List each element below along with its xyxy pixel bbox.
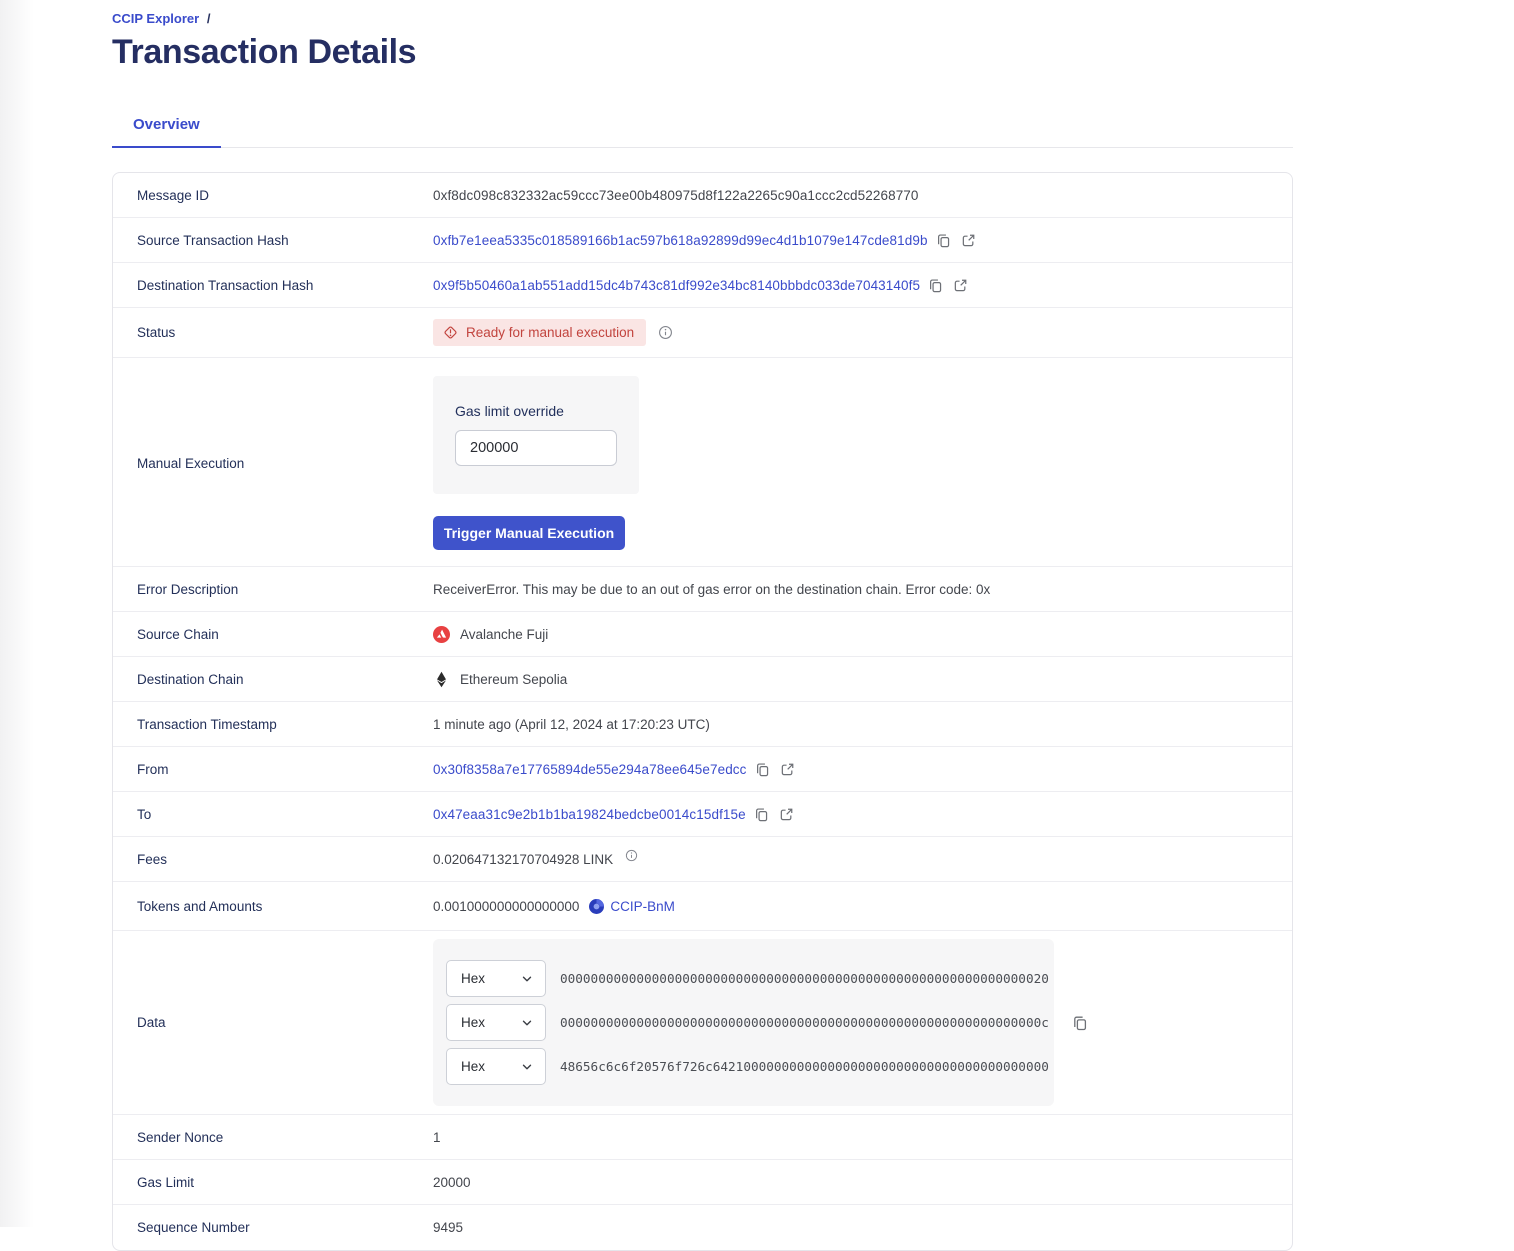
gas-limit-override-label: Gas limit override bbox=[455, 403, 564, 419]
row-sequence-number: Sequence Number 9495 bbox=[113, 1205, 1292, 1250]
token-amount: 0.001000000000000000 bbox=[433, 898, 580, 914]
row-message-id: Message ID 0xf8dc098c832332ac59ccc73ee00… bbox=[113, 173, 1292, 218]
copy-icon[interactable] bbox=[755, 762, 770, 777]
breadcrumb-separator: / bbox=[206, 11, 211, 26]
data-hex-value: 0000000000000000000000000000000000000000… bbox=[560, 1015, 1049, 1030]
chevron-down-icon bbox=[521, 973, 533, 985]
error-description-value: ReceiverError. This may be due to an out… bbox=[433, 581, 991, 597]
tab-bar: Overview bbox=[112, 105, 1293, 148]
external-link-icon[interactable] bbox=[953, 278, 968, 293]
ethereum-icon bbox=[433, 671, 450, 688]
gas-limit-override-panel: Gas limit override bbox=[433, 376, 639, 494]
data-line: Hex 48656c6c6f20576f726c6421000000000000… bbox=[446, 1048, 1049, 1085]
row-gas-limit: Gas Limit 20000 bbox=[113, 1160, 1292, 1205]
row-tokens-and-amounts: Tokens and Amounts 0.001000000000000000 … bbox=[113, 882, 1292, 931]
manual-execution-label: Manual Execution bbox=[137, 455, 245, 471]
sender-nonce-label: Sender Nonce bbox=[137, 1129, 224, 1145]
chevron-down-icon bbox=[521, 1017, 533, 1029]
breadcrumb: CCIP Explorer / bbox=[112, 0, 1293, 26]
transaction-details-card: Message ID 0xf8dc098c832332ac59ccc73ee00… bbox=[112, 172, 1293, 1251]
row-source-chain: Source Chain Avalanche Fuji bbox=[113, 612, 1292, 657]
tab-overview[interactable]: Overview bbox=[112, 105, 221, 148]
message-id-value: 0xf8dc098c832332ac59ccc73ee00b480975d8f1… bbox=[433, 187, 919, 203]
page-title: Transaction Details bbox=[112, 33, 417, 71]
destination-chain-value: Ethereum Sepolia bbox=[460, 671, 568, 687]
breadcrumb-ccip-explorer-link[interactable]: CCIP Explorer bbox=[112, 11, 200, 26]
source-chain-value: Avalanche Fuji bbox=[460, 626, 549, 642]
data-line: Hex 000000000000000000000000000000000000… bbox=[446, 960, 1049, 997]
row-status: Status Ready for manual execution bbox=[113, 308, 1292, 358]
error-description-label: Error Description bbox=[137, 581, 239, 597]
status-label: Status bbox=[137, 325, 176, 340]
status-badge-text: Ready for manual execution bbox=[466, 325, 635, 340]
data-hex-value: 0000000000000000000000000000000000000000… bbox=[560, 971, 1049, 986]
ccip-bnm-token-icon bbox=[589, 898, 605, 914]
row-destination-chain: Destination Chain Ethereum Sepolia bbox=[113, 657, 1292, 702]
tokens-and-amounts-label: Tokens and Amounts bbox=[137, 898, 263, 914]
info-icon[interactable] bbox=[658, 325, 673, 340]
fees-label: Fees bbox=[137, 851, 168, 867]
gas-limit-label: Gas Limit bbox=[137, 1174, 195, 1190]
source-tx-hash-link[interactable]: 0xfb7e1eea5335c018589166b1ac597b618a9289… bbox=[433, 232, 928, 248]
from-label: From bbox=[137, 761, 169, 777]
gas-limit-override-input[interactable] bbox=[455, 430, 617, 466]
external-link-icon[interactable] bbox=[780, 762, 795, 777]
sequence-number-label: Sequence Number bbox=[137, 1220, 250, 1235]
destination-chain-label: Destination Chain bbox=[137, 671, 244, 687]
copy-icon[interactable] bbox=[754, 807, 769, 822]
sender-nonce-value: 1 bbox=[433, 1129, 441, 1145]
sequence-number-value: 9495 bbox=[433, 1220, 464, 1235]
from-address-link[interactable]: 0x30f8358a7e17765894de55e294a78ee645e7ed… bbox=[433, 761, 747, 777]
dest-tx-hash-link[interactable]: 0x9f5b50460a1ab551add15dc4b743c81df992e3… bbox=[433, 277, 921, 293]
row-transaction-timestamp: Transaction Timestamp 1 minute ago (Apri… bbox=[113, 702, 1292, 747]
chevron-down-icon bbox=[521, 1061, 533, 1073]
transaction-timestamp-value: 1 minute ago (April 12, 2024 at 17:20:23… bbox=[433, 716, 710, 732]
main-content: CCIP Explorer / Transaction Details Over… bbox=[112, 0, 1293, 1251]
row-from: From 0x30f8358a7e17765894de55e294a78ee64… bbox=[113, 747, 1292, 792]
trigger-manual-execution-button[interactable]: Trigger Manual Execution bbox=[433, 516, 625, 550]
data-hex-panel: Hex 000000000000000000000000000000000000… bbox=[433, 939, 1054, 1106]
external-link-icon[interactable] bbox=[961, 233, 976, 248]
message-id-label: Message ID bbox=[137, 187, 210, 203]
ccip-bnm-token-link[interactable]: CCIP-BnM bbox=[610, 898, 675, 914]
to-label: To bbox=[137, 806, 152, 822]
row-fees: Fees 0.020647132170704928 LINK bbox=[113, 837, 1292, 882]
row-source-tx-hash: Source Transaction Hash 0xfb7e1eea5335c0… bbox=[113, 218, 1292, 263]
avalanche-icon bbox=[433, 625, 450, 643]
alert-diamond-icon bbox=[443, 325, 458, 340]
info-icon[interactable] bbox=[625, 849, 638, 862]
copy-icon[interactable] bbox=[928, 278, 943, 293]
row-data: Data Hex 0000000000000000000000000000000… bbox=[113, 931, 1292, 1115]
hex-format-select-value: Hex bbox=[461, 971, 486, 986]
hex-format-select-value: Hex bbox=[461, 1015, 486, 1030]
data-hex-value: 48656c6c6f20576f726c64210000000000000000… bbox=[560, 1059, 1049, 1074]
row-manual-execution: Manual Execution Gas limit override Trig… bbox=[113, 358, 1292, 567]
source-tx-hash-label: Source Transaction Hash bbox=[137, 232, 289, 248]
row-error-description: Error Description ReceiverError. This ma… bbox=[113, 567, 1292, 612]
source-chain-label: Source Chain bbox=[137, 626, 219, 642]
hex-format-select[interactable]: Hex bbox=[446, 1048, 546, 1085]
copy-icon[interactable] bbox=[1072, 1015, 1088, 1031]
dest-tx-hash-label: Destination Transaction Hash bbox=[137, 277, 314, 293]
fees-value: 0.020647132170704928 LINK bbox=[433, 851, 614, 867]
row-sender-nonce: Sender Nonce 1 bbox=[113, 1115, 1292, 1160]
copy-icon[interactable] bbox=[936, 233, 951, 248]
page-left-shade bbox=[0, 0, 34, 1227]
gas-limit-value: 20000 bbox=[433, 1174, 471, 1190]
hex-format-select[interactable]: Hex bbox=[446, 1004, 546, 1041]
status-badge: Ready for manual execution bbox=[433, 319, 647, 346]
hex-format-select[interactable]: Hex bbox=[446, 960, 546, 997]
hex-format-select-value: Hex bbox=[461, 1059, 486, 1074]
transaction-timestamp-label: Transaction Timestamp bbox=[137, 716, 277, 732]
data-line: Hex 000000000000000000000000000000000000… bbox=[446, 1004, 1049, 1041]
row-dest-tx-hash: Destination Transaction Hash 0x9f5b50460… bbox=[113, 263, 1292, 308]
to-address-link[interactable]: 0x47eaa31c9e2b1b1ba19824bedcbe0014c15df1… bbox=[433, 806, 746, 822]
row-to: To 0x47eaa31c9e2b1b1ba19824bedcbe0014c15… bbox=[113, 792, 1292, 837]
external-link-icon[interactable] bbox=[779, 807, 794, 822]
data-label: Data bbox=[137, 1015, 166, 1030]
